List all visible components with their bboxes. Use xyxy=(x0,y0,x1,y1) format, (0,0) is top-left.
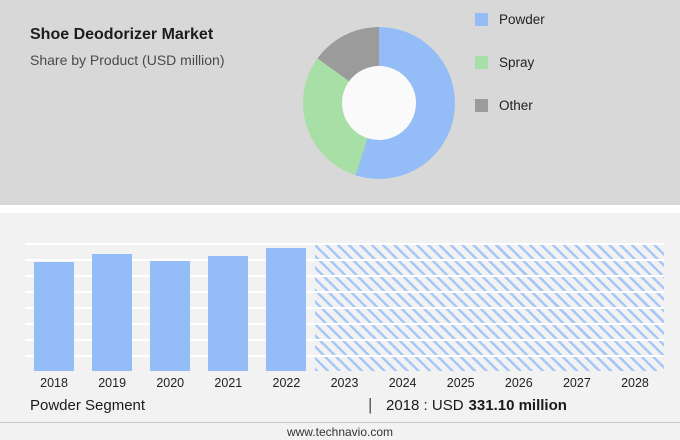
bar-slot-2027 xyxy=(548,243,606,371)
bar-slot-2023 xyxy=(315,243,373,371)
legend-label: Powder xyxy=(499,12,545,27)
bar-2018 xyxy=(34,262,75,371)
bar-plot xyxy=(25,243,664,371)
bar-slot-2026 xyxy=(490,243,548,371)
spray-swatch-icon xyxy=(475,56,488,69)
footer: www.technavio.com xyxy=(0,422,680,440)
x-tick-2025: 2025 xyxy=(446,376,475,390)
x-tick-2028: 2028 xyxy=(621,376,649,390)
bar-slot-2022 xyxy=(257,243,315,371)
caption-prefix: 2018 : USD xyxy=(386,397,464,414)
x-tick-2026: 2026 xyxy=(504,376,533,390)
bar-2022 xyxy=(266,248,307,371)
header: Shoe Deodorizer Market Share by Product … xyxy=(30,26,225,68)
legend-label: Spray xyxy=(499,55,535,70)
caption-amount: 331.10 million xyxy=(468,397,567,414)
trend-panel: 2018 2019 2020 2021 2022 2023 2024 2025 2026 2027… xyxy=(0,213,680,440)
bar-slot-2018 xyxy=(25,243,83,371)
bar-slot-2021 xyxy=(199,243,257,371)
x-tick-2020: 2020 xyxy=(156,376,185,390)
bar-chart xyxy=(25,243,664,371)
legend-item-powder: Powder xyxy=(475,12,545,27)
bar-slot-2020 xyxy=(141,243,199,371)
x-tick-2021: 2021 xyxy=(214,376,243,390)
x-tick-2022: 2022 xyxy=(272,376,301,390)
powder-swatch-icon xyxy=(475,13,488,26)
bar-slot-2024 xyxy=(374,243,432,371)
bar-slot-2019 xyxy=(83,243,141,371)
caption-separator: | xyxy=(368,395,373,414)
x-tick-2019: 2019 xyxy=(98,376,127,390)
caption-row: Powder Segment | 2018 : USD 331.10 millio… xyxy=(30,395,650,417)
caption-value: 2018 : USD 331.10 million xyxy=(386,397,567,414)
bar-2020 xyxy=(150,261,191,371)
page-subtitle: Share by Product (USD million) xyxy=(30,52,225,68)
x-tick-2018: 2018 xyxy=(40,376,68,390)
segment-label: Powder Segment xyxy=(30,397,146,414)
bar-slot-2028 xyxy=(606,243,664,371)
donut-chart xyxy=(303,27,455,179)
legend: Powder Spray Other xyxy=(475,12,545,113)
other-swatch-icon xyxy=(475,99,488,112)
x-tick-2024: 2024 xyxy=(388,376,417,390)
bar-slot-2025 xyxy=(432,243,490,371)
page-title: Shoe Deodorizer Market xyxy=(30,26,214,43)
legend-item-spray: Spray xyxy=(475,55,545,70)
x-tick-2027: 2027 xyxy=(562,376,591,390)
bar-2019 xyxy=(92,254,133,371)
legend-item-other: Other xyxy=(475,98,545,113)
x-tick-2023: 2023 xyxy=(330,376,359,390)
market-share-panel: Shoe Deodorizer Market Share by Product … xyxy=(0,0,680,205)
donut-hole xyxy=(342,66,416,140)
bar-2021 xyxy=(208,256,249,371)
x-axis-labels: 2018 2019 2020 2021 2022 2023 2024 2025 2026 2027… xyxy=(25,376,664,390)
website-text: www.technavio.com xyxy=(286,425,394,439)
legend-label: Other xyxy=(499,98,533,113)
